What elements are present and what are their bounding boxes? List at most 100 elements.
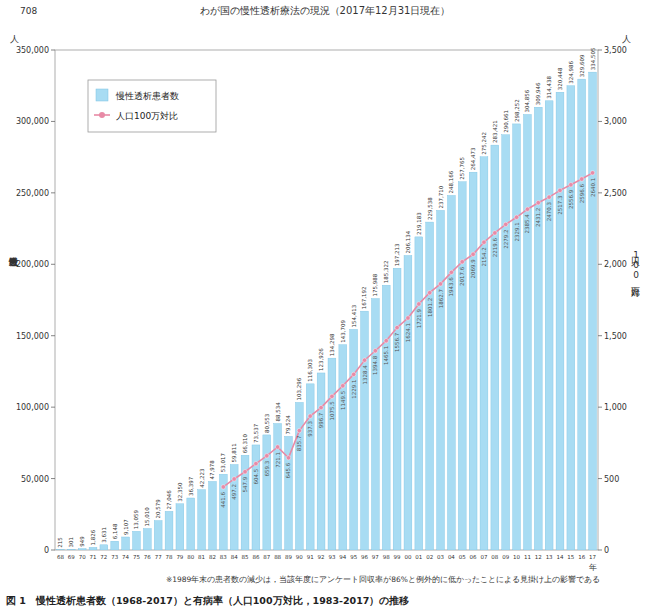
bar: [263, 435, 271, 550]
y2-tick-label: 3,500: [604, 46, 627, 55]
bar-label: 1,826: [90, 529, 96, 545]
x-tick-label: 96: [361, 554, 368, 560]
line-label: 2556.9: [568, 189, 574, 209]
y-tick-label: 50,000: [21, 475, 49, 484]
x-tick-label: 76: [144, 554, 151, 560]
bar: [67, 549, 75, 550]
line-point: [406, 316, 410, 320]
y-tick-label: 150,000: [16, 332, 49, 341]
bar-label: 185,322: [383, 261, 389, 284]
y-tick-label: 250,000: [16, 189, 49, 198]
x-tick-label: 05: [459, 554, 466, 560]
bar-label: 229,538: [427, 197, 433, 220]
bar: [491, 145, 499, 550]
line-label: 2069.9: [470, 259, 476, 279]
y2-tick-label: 2,500: [604, 189, 627, 198]
x-tick-label: 13: [546, 554, 553, 560]
bar-label: 47,978: [209, 460, 215, 480]
line-point: [286, 456, 290, 460]
bar: [415, 237, 423, 550]
x-tick-label: 77: [155, 554, 162, 560]
y2-tick-label: 500: [604, 475, 619, 484]
bar: [100, 545, 108, 550]
x-tick-label: 09: [502, 554, 509, 560]
line-label: 835.7: [296, 435, 302, 451]
x-tick-label: 70: [79, 554, 86, 560]
x-tick-label: 11: [524, 554, 531, 560]
y2-tick: [598, 121, 602, 122]
y2-tick-label: 3,000: [604, 117, 627, 126]
bar-label: 36,397: [188, 476, 194, 496]
line-point: [308, 414, 312, 418]
line-point: [569, 183, 573, 187]
bar-label: 59,811: [231, 443, 237, 462]
line-point: [351, 372, 355, 376]
line-point: [243, 470, 247, 474]
y-tick-label: 0: [44, 546, 49, 555]
bar: [382, 285, 390, 550]
bar-label: 13,059: [133, 510, 139, 530]
bar: [122, 537, 130, 550]
bar-label: 143,709: [340, 319, 346, 342]
line-point: [514, 215, 518, 219]
bar-label: 309,946: [535, 82, 541, 105]
line-point: [221, 485, 225, 489]
line-point: [232, 477, 236, 481]
x-tick-label: 85: [242, 554, 249, 560]
bar: [317, 373, 325, 550]
y2-tick: [598, 335, 602, 336]
x-tick-label: 71: [90, 554, 97, 560]
line-label: 547.9: [242, 476, 248, 492]
x-tick-label: 74: [122, 554, 129, 560]
bar-label: 15,010: [144, 507, 150, 527]
bar: [393, 268, 401, 550]
y2-tick: [598, 550, 602, 551]
line-point: [275, 445, 279, 449]
bar: [458, 182, 466, 550]
bar: [198, 490, 206, 550]
y2-tick: [598, 478, 602, 479]
line-label: 2279.2: [503, 229, 509, 248]
x-tick-label: 07: [480, 554, 487, 560]
line-point: [547, 195, 551, 199]
bar: [567, 86, 575, 550]
line-point: [493, 231, 497, 235]
line-label: 2154.2: [481, 247, 487, 266]
line: [223, 173, 592, 487]
bar-label: 6,148: [112, 523, 118, 539]
y-unit: 人: [10, 34, 19, 44]
bar-label: 275,242: [481, 132, 487, 155]
line-point: [525, 207, 529, 211]
line-label: 2517.3: [557, 195, 563, 215]
x-tick-label: 15: [567, 554, 574, 560]
bar-label: 53,017: [220, 453, 226, 473]
y2-tick-label: 2,000: [604, 260, 627, 269]
bar-label: 298,252: [514, 99, 520, 122]
bar-label: 215: [57, 537, 63, 548]
line-point: [558, 188, 562, 192]
y-tick: [51, 478, 55, 479]
bar: [285, 436, 293, 550]
page-number: 708: [20, 6, 37, 16]
bar-label: 103,296: [296, 377, 302, 400]
line-label: 1862.7: [438, 288, 444, 308]
line-point: [330, 394, 334, 398]
legend: 慢性透析患者数人口100万対比: [88, 80, 216, 132]
bar-label: 116,303: [307, 359, 313, 382]
x-tick-label: 78: [166, 554, 173, 560]
bar-label: 248,166: [448, 170, 454, 193]
x-tick-label: 82: [209, 554, 216, 560]
bar-label: 20,579: [155, 499, 161, 519]
line-label: 441.6: [220, 491, 226, 507]
x-tick-label: 06: [470, 554, 477, 560]
line-label: 1721.9: [416, 309, 422, 329]
bar: [524, 114, 532, 550]
y-tick: [51, 121, 55, 122]
x-tick-label: 94: [339, 554, 346, 560]
legend-box: [88, 80, 216, 132]
bar-label: 3,631: [101, 527, 107, 543]
x-tick-label: 02: [426, 554, 433, 560]
bar-label: 219,183: [416, 212, 422, 235]
bar-label: 949: [79, 536, 85, 547]
chart: 708わが国の慢性透析療法の現況（2017年12月31日現在）050,00010…: [0, 0, 650, 612]
